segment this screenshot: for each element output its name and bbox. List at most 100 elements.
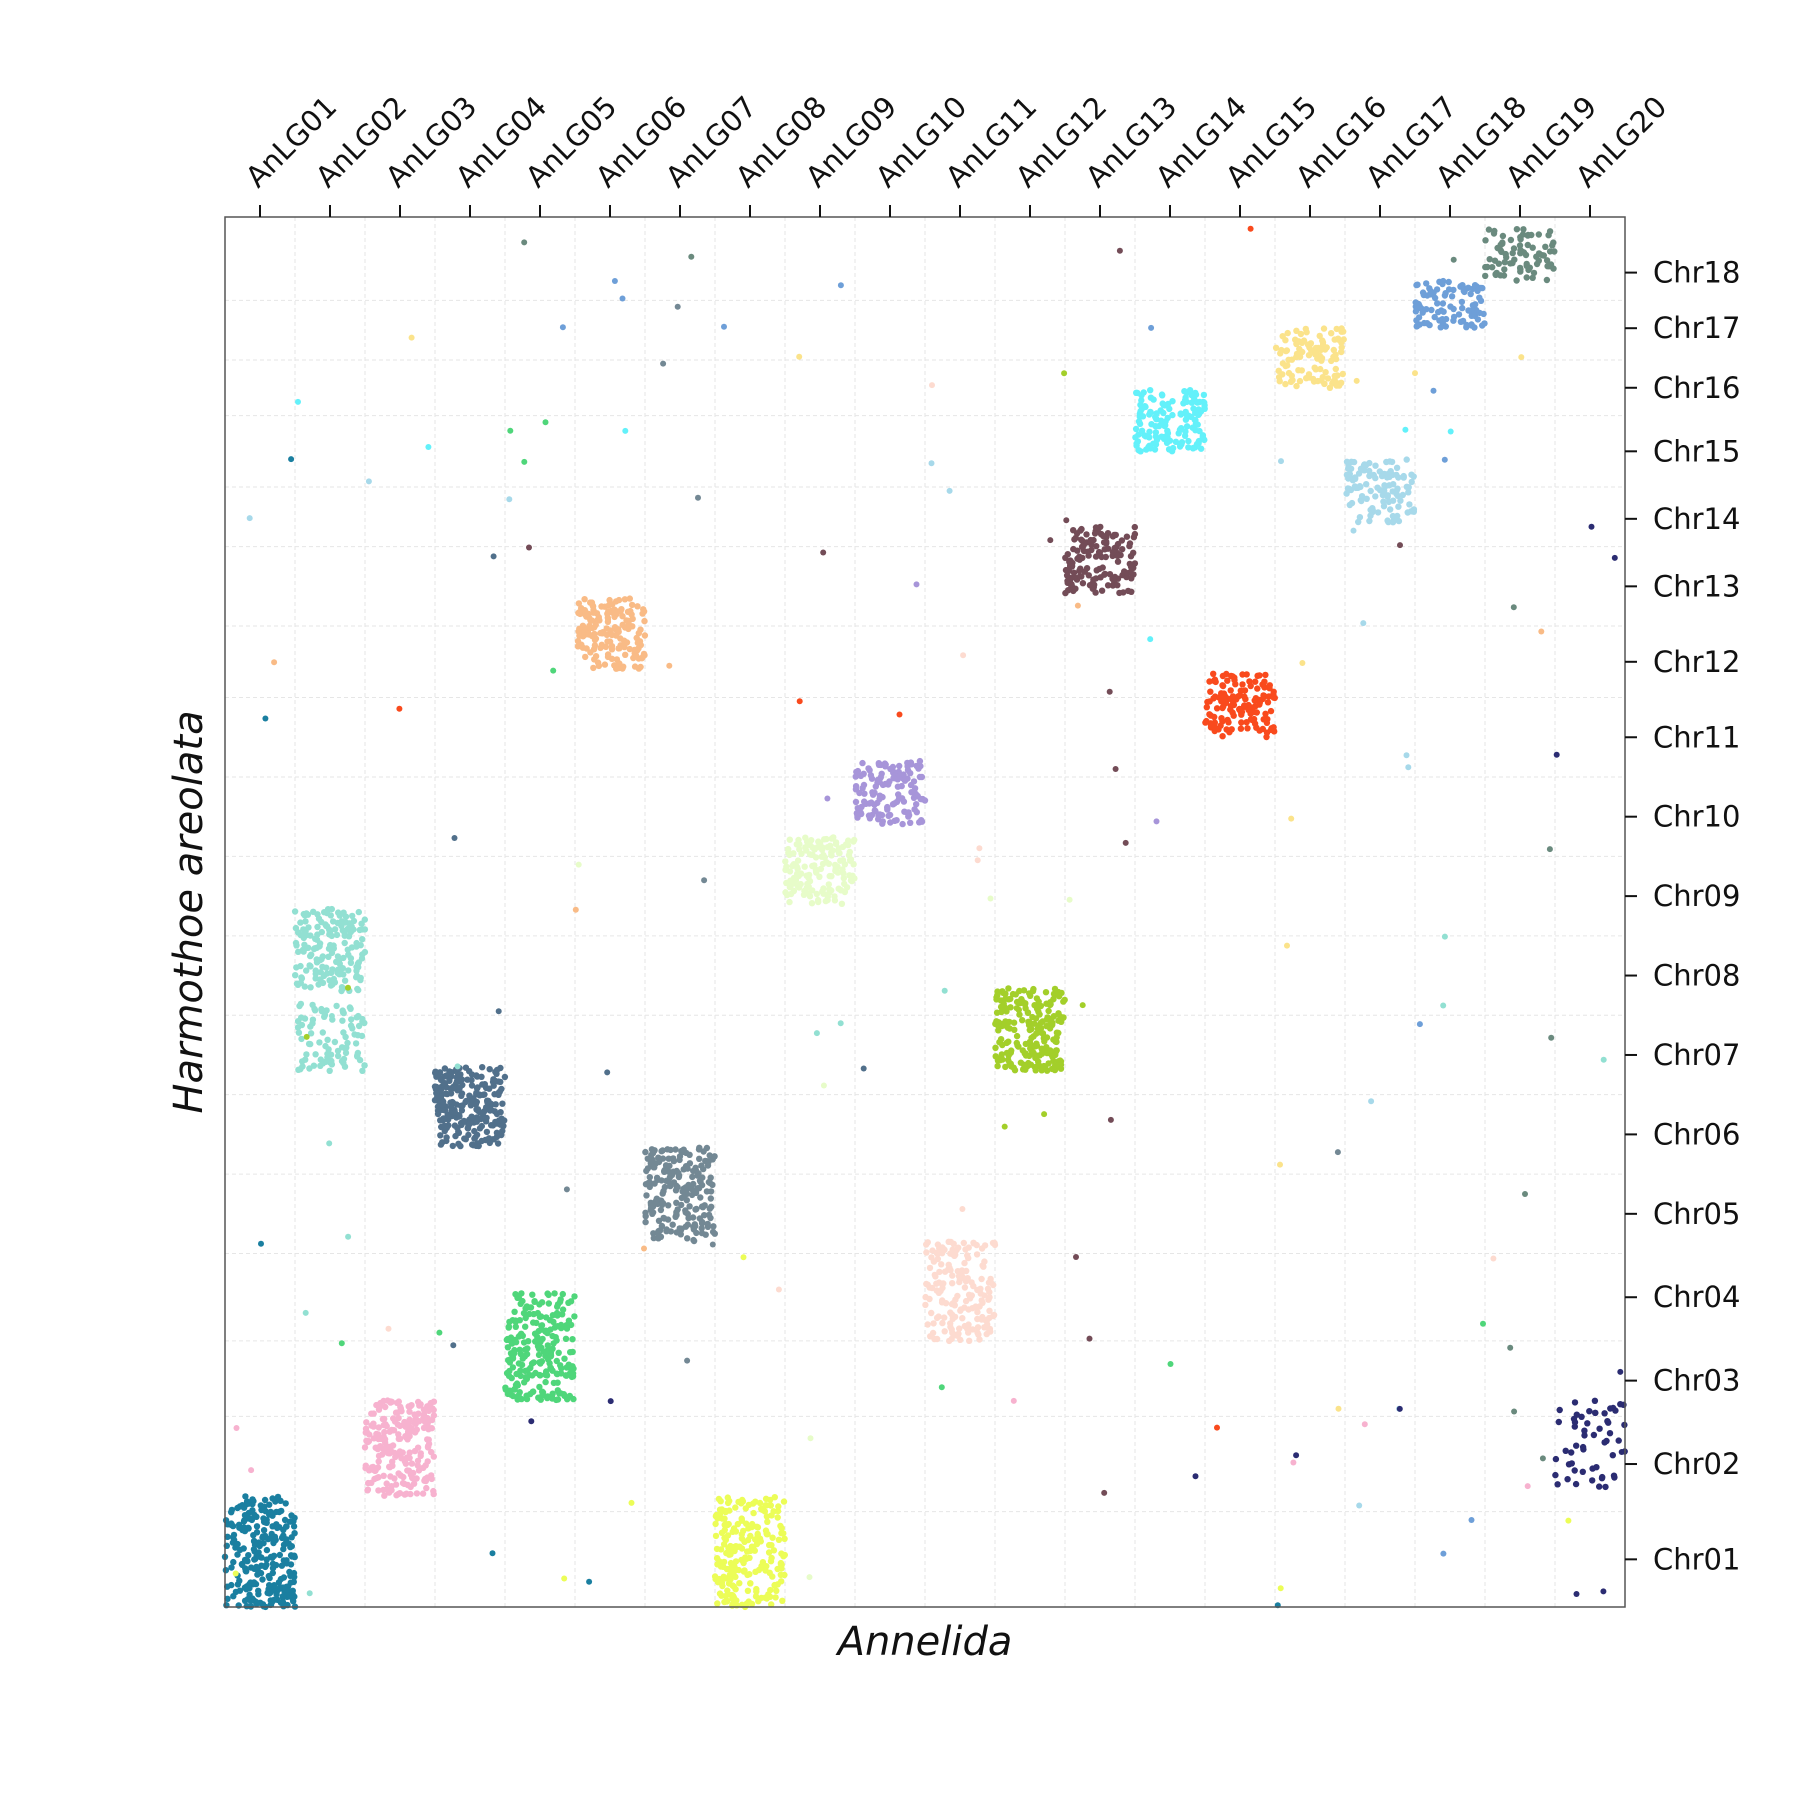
scatter-point <box>1500 272 1508 279</box>
scatter-point <box>498 1131 505 1139</box>
scatter-point-noise <box>1416 1021 1423 1028</box>
scatter-point <box>1556 1406 1563 1414</box>
scatter-point-noise <box>1041 1111 1048 1118</box>
scatter-point <box>1482 237 1489 244</box>
scatter-point <box>1264 699 1272 706</box>
scatter-point <box>1304 341 1312 348</box>
scatter-point <box>412 1420 419 1428</box>
scatter-point <box>317 1062 324 1070</box>
y-axis-title: Harmothoe areolata <box>166 710 212 1113</box>
scatter-point <box>1513 277 1520 284</box>
scatter-point <box>1493 269 1500 277</box>
scatter-point-noise <box>1334 1149 1341 1156</box>
scatter-point <box>522 1323 529 1330</box>
scatter-point <box>521 1379 528 1386</box>
scatter-point-noise <box>813 1030 820 1037</box>
scatter-point <box>249 1496 256 1503</box>
scatter-point-noise <box>1073 1254 1079 1260</box>
scatter-point-noise <box>1611 554 1618 561</box>
scatter-point <box>1477 297 1485 304</box>
scatter-point-noise <box>1480 1320 1486 1327</box>
scatter-point <box>311 1007 319 1014</box>
scatter-point <box>1372 462 1379 469</box>
scatter-point <box>294 929 302 936</box>
scatter-point <box>542 1371 549 1379</box>
scatter-point <box>714 1561 721 1568</box>
scatter-point <box>1262 710 1269 717</box>
scatter-point-noise <box>490 553 497 560</box>
scatter-point <box>804 890 811 897</box>
scatter-point <box>505 1372 513 1380</box>
scatter-point <box>813 890 820 898</box>
scatter-point <box>1111 573 1119 581</box>
scatter-point <box>553 1396 560 1404</box>
scatter-point-noise <box>1539 1455 1546 1462</box>
scatter-point <box>1397 497 1404 504</box>
scatter-point <box>770 1508 777 1515</box>
scatter-point <box>288 1534 295 1541</box>
scatter-point <box>1343 458 1351 465</box>
scatter-point <box>1316 332 1323 340</box>
scatter-point <box>889 801 897 808</box>
scatter-point <box>1317 365 1324 373</box>
scatter-point <box>1183 423 1191 430</box>
scatter-point <box>486 1085 493 1092</box>
scatter-point <box>1030 985 1037 993</box>
scatter-point <box>1036 1011 1043 1018</box>
scatter-point <box>1133 442 1140 449</box>
scatter-point-noise <box>1148 324 1155 331</box>
scatter-point <box>884 804 891 812</box>
scatter-point <box>1189 424 1196 431</box>
scatter-point <box>1609 1404 1617 1412</box>
scatter-point <box>271 1582 278 1589</box>
scatter-point <box>879 820 886 827</box>
scatter-point <box>907 781 915 789</box>
scatter-point <box>973 1304 980 1311</box>
scatter-point <box>1132 434 1139 441</box>
scatter-point <box>522 1367 529 1375</box>
scatter-point <box>1489 264 1496 271</box>
scatter-point <box>923 1241 930 1248</box>
scatter-point-noise <box>1288 815 1295 822</box>
scatter-point <box>1326 384 1334 391</box>
scatter-point-noise <box>1061 370 1068 377</box>
scatter-point <box>1592 1409 1599 1417</box>
scatter-point <box>331 926 339 933</box>
scatter-point <box>1400 472 1407 480</box>
scatter-point <box>1014 1042 1021 1049</box>
scatter-point <box>511 1350 518 1357</box>
scatter-point <box>666 1179 673 1187</box>
scatter-point <box>1128 575 1135 582</box>
scatter-point <box>786 836 793 843</box>
scatter-point-noise <box>506 496 513 503</box>
scatter-point <box>644 1165 652 1172</box>
scatter-point <box>1166 446 1174 453</box>
scatter-point <box>1311 350 1318 357</box>
scatter-point <box>1067 563 1074 570</box>
scatter-point <box>1571 1399 1579 1406</box>
scatter-point-noise <box>451 835 458 841</box>
scatter-point-noise <box>976 845 983 852</box>
scatter-point <box>325 953 332 960</box>
scatter-point <box>515 1360 523 1367</box>
scatter-point <box>1319 337 1326 344</box>
scatter-point <box>732 1504 739 1511</box>
scatter-point <box>690 1237 698 1245</box>
scatter-point <box>642 1148 649 1156</box>
scatter-point <box>1275 374 1283 381</box>
scatter-point <box>908 789 915 796</box>
scatter-point <box>1330 378 1337 385</box>
scatter-point <box>375 1458 382 1465</box>
scatter-point <box>307 1023 314 1030</box>
scatter-point <box>267 1589 274 1596</box>
y-tick-label: Chr02 <box>1653 1447 1740 1481</box>
scatter-point <box>1055 1029 1062 1037</box>
scatter-point <box>472 1101 480 1108</box>
scatter-point <box>509 1355 517 1362</box>
scatter-point <box>1138 392 1145 399</box>
scatter-point <box>993 1018 1000 1025</box>
scatter-point <box>529 1291 536 1298</box>
scatter-point <box>1340 328 1347 335</box>
scatter-point <box>729 1592 737 1600</box>
scatter-point <box>274 1524 281 1532</box>
